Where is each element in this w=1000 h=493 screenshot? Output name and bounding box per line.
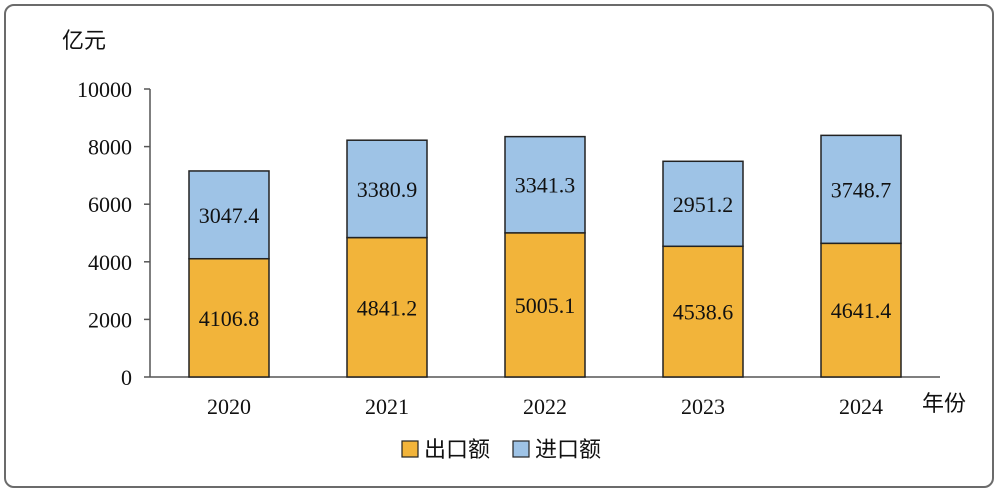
- import-bar: [662, 160, 744, 248]
- import-value-label: 3380.9: [357, 177, 418, 202]
- y-tick-label: 6000: [88, 192, 132, 217]
- x-tick-label: 2024: [839, 394, 883, 419]
- y-tick-label: 10000: [77, 77, 132, 102]
- axes: 0 2000 4000 6000 8000 10000: [77, 77, 940, 390]
- export-bar: [820, 242, 902, 378]
- bars: 4106.8 3047.4 2020 4841.2 3380.9 2021 5005.1 33…: [188, 134, 902, 419]
- export-value-label: 4106.8: [199, 306, 260, 331]
- export-bar: [662, 245, 744, 378]
- legend-label-export: 出口额: [424, 438, 490, 463]
- legend-swatch-import: [512, 440, 530, 458]
- export-value-label: 5005.1: [515, 293, 576, 318]
- x-axis-unit: 年份: [922, 392, 966, 417]
- y-tick-label: 4000: [88, 250, 132, 275]
- x-tick-label: 2021: [365, 394, 409, 419]
- export-bar: [346, 236, 428, 378]
- legend-label-import: 进口额: [535, 438, 601, 463]
- import-bar: [820, 134, 902, 245]
- x-tick-label: 2022: [523, 394, 567, 419]
- export-bar: [504, 232, 586, 378]
- import-value-label: 3047.4: [199, 203, 260, 228]
- legend-swatch-export: [401, 440, 419, 458]
- y-tick-label: 2000: [88, 307, 132, 332]
- import-value-label: 3748.7: [831, 177, 892, 202]
- y-tick-label: 8000: [88, 135, 132, 160]
- export-value-label: 4538.6: [673, 300, 734, 325]
- y-tick-label: 0: [121, 365, 132, 390]
- import-bar: [346, 139, 428, 239]
- import-bar: [188, 170, 270, 260]
- export-value-label: 4641.4: [831, 298, 892, 323]
- import-value-label: 2951.2: [673, 192, 734, 217]
- x-tick-label: 2023: [681, 394, 725, 419]
- legend: 出口额 进口额: [401, 438, 601, 463]
- import-value-label: 3341.3: [515, 173, 576, 198]
- import-bar: [504, 135, 586, 234]
- x-tick-label: 2020: [207, 394, 251, 419]
- y-axis-unit: 亿元: [62, 29, 106, 54]
- export-bar: [188, 257, 270, 378]
- export-value-label: 4841.2: [357, 295, 418, 320]
